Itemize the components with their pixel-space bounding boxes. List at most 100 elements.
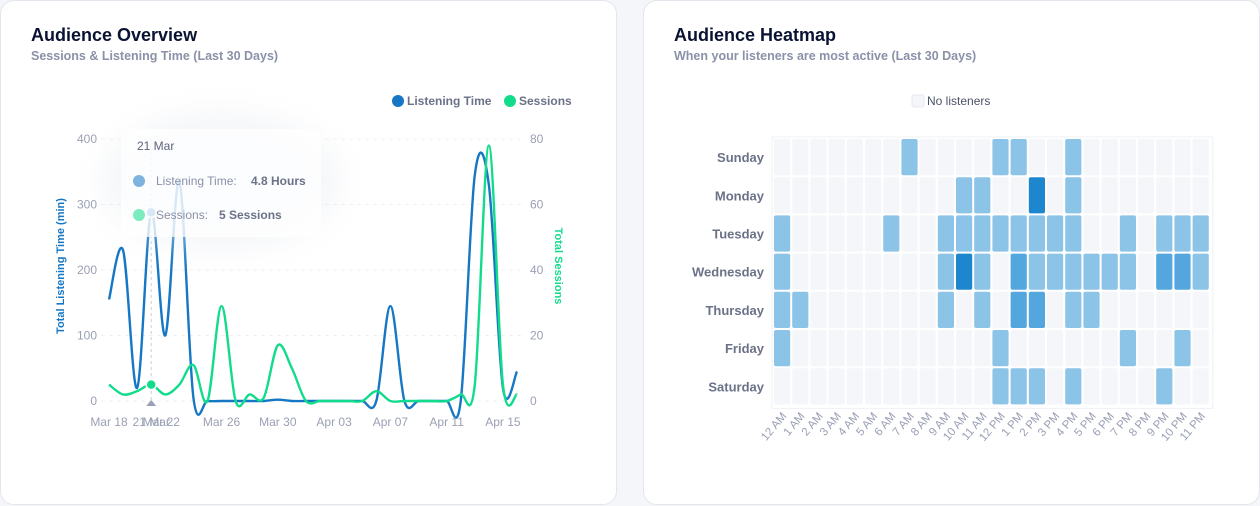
heatmap-cell[interactable] [846,215,863,252]
heatmap-cell[interactable] [1174,291,1191,328]
heatmap-cell[interactable] [1119,368,1136,405]
heatmap-cell[interactable] [1010,330,1027,367]
heatmap-cell[interactable] [1156,139,1173,176]
heatmap-cell[interactable] [1156,291,1173,328]
heatmap-cell[interactable] [846,177,863,214]
heatmap-cell[interactable] [1101,291,1118,328]
heatmap-cell[interactable] [883,330,900,367]
heatmap-cell[interactable] [810,368,827,405]
heatmap-cell[interactable] [919,177,936,214]
heatmap-cell[interactable] [1028,215,1045,252]
heatmap-cell[interactable] [1083,253,1100,290]
heatmap-cell[interactable] [810,291,827,328]
heatmap-cell[interactable] [974,253,991,290]
heatmap-cell[interactable] [974,139,991,176]
heatmap-cell[interactable] [1138,291,1155,328]
heatmap-cell[interactable] [974,177,991,214]
heatmap-cell[interactable] [810,253,827,290]
heatmap-cell[interactable] [846,291,863,328]
heatmap-cell[interactable] [1192,215,1209,252]
heatmap-cell[interactable] [792,215,809,252]
heatmap-cell[interactable] [901,291,918,328]
heatmap-cell[interactable] [974,215,991,252]
heatmap-cell[interactable] [810,215,827,252]
heatmap-cell[interactable] [1083,368,1100,405]
heatmap-cell[interactable] [865,177,882,214]
heatmap-cell[interactable] [865,368,882,405]
heatmap-cell[interactable] [1174,368,1191,405]
heatmap-cell[interactable] [883,177,900,214]
heatmap-cell[interactable] [774,368,791,405]
heatmap-cell[interactable] [956,291,973,328]
heatmap-cell[interactable] [828,215,845,252]
heatmap-cell[interactable] [1083,330,1100,367]
heatmap-cell[interactable] [919,139,936,176]
heatmap-cell[interactable] [1101,368,1118,405]
heatmap-cell[interactable] [865,139,882,176]
heatmap-cell[interactable] [1138,139,1155,176]
heatmap-cell[interactable] [992,177,1009,214]
heatmap-cell[interactable] [1101,177,1118,214]
heatmap-cell[interactable] [1156,177,1173,214]
heatmap-cell[interactable] [1047,177,1064,214]
heatmap-cell[interactable] [956,177,973,214]
heatmap-cell[interactable] [883,215,900,252]
heatmap-cell[interactable] [1138,253,1155,290]
heatmap-cell[interactable] [774,139,791,176]
heatmap-cell[interactable] [828,177,845,214]
heatmap-cell[interactable] [1083,291,1100,328]
heatmap-cell[interactable] [1010,139,1027,176]
heatmap-cell[interactable] [901,330,918,367]
heatmap-cell[interactable] [992,330,1009,367]
heatmap-cell[interactable] [828,368,845,405]
heatmap-cell[interactable] [901,253,918,290]
heatmap-cell[interactable] [1065,177,1082,214]
heatmap-cell[interactable] [792,139,809,176]
heatmap-cell[interactable] [901,368,918,405]
heatmap-cell[interactable] [937,215,954,252]
heatmap-cell[interactable] [846,330,863,367]
heatmap-cell[interactable] [1065,139,1082,176]
heatmap-cell[interactable] [828,253,845,290]
heatmap-cell[interactable] [846,253,863,290]
heatmap-cell[interactable] [992,253,1009,290]
heatmap-cell[interactable] [1065,215,1082,252]
heatmap-cell[interactable] [1138,368,1155,405]
heatmap-cell[interactable] [937,177,954,214]
heatmap-cell[interactable] [1065,368,1082,405]
heatmap-cell[interactable] [1192,330,1209,367]
heatmap-cell[interactable] [937,368,954,405]
heatmap-cell[interactable] [974,291,991,328]
heatmap-cell[interactable] [1010,253,1027,290]
heatmap-cell[interactable] [1101,253,1118,290]
heatmap-cell[interactable] [1156,368,1173,405]
heatmap-cell[interactable] [919,368,936,405]
heatmap-cell[interactable] [1174,177,1191,214]
heatmap-cell[interactable] [828,139,845,176]
heatmap-cell[interactable] [1047,330,1064,367]
heatmap-cell[interactable] [1101,139,1118,176]
heatmap-cell[interactable] [774,253,791,290]
heatmap-cell[interactable] [956,253,973,290]
heatmap-cell[interactable] [774,330,791,367]
heatmap-cell[interactable] [774,215,791,252]
heatmap-cell[interactable] [1138,330,1155,367]
heatmap-cell[interactable] [792,330,809,367]
heatmap-cell[interactable] [1083,139,1100,176]
heatmap-cell[interactable] [774,177,791,214]
heatmap-cell[interactable] [1065,291,1082,328]
heatmap-cell[interactable] [1174,253,1191,290]
heatmap-cell[interactable] [1192,139,1209,176]
heatmap-cell[interactable] [1010,215,1027,252]
heatmap-cell[interactable] [1192,368,1209,405]
heatmap-cell[interactable] [919,291,936,328]
heatmap-cell[interactable] [865,291,882,328]
heatmap-cell[interactable] [1119,215,1136,252]
heatmap-cell[interactable] [1047,291,1064,328]
heatmap-cell[interactable] [1174,330,1191,367]
heatmap-cell[interactable] [1047,139,1064,176]
heatmap-cell[interactable] [956,368,973,405]
heatmap-cell[interactable] [1174,215,1191,252]
heatmap-cell[interactable] [792,177,809,214]
heatmap-cell[interactable] [992,291,1009,328]
